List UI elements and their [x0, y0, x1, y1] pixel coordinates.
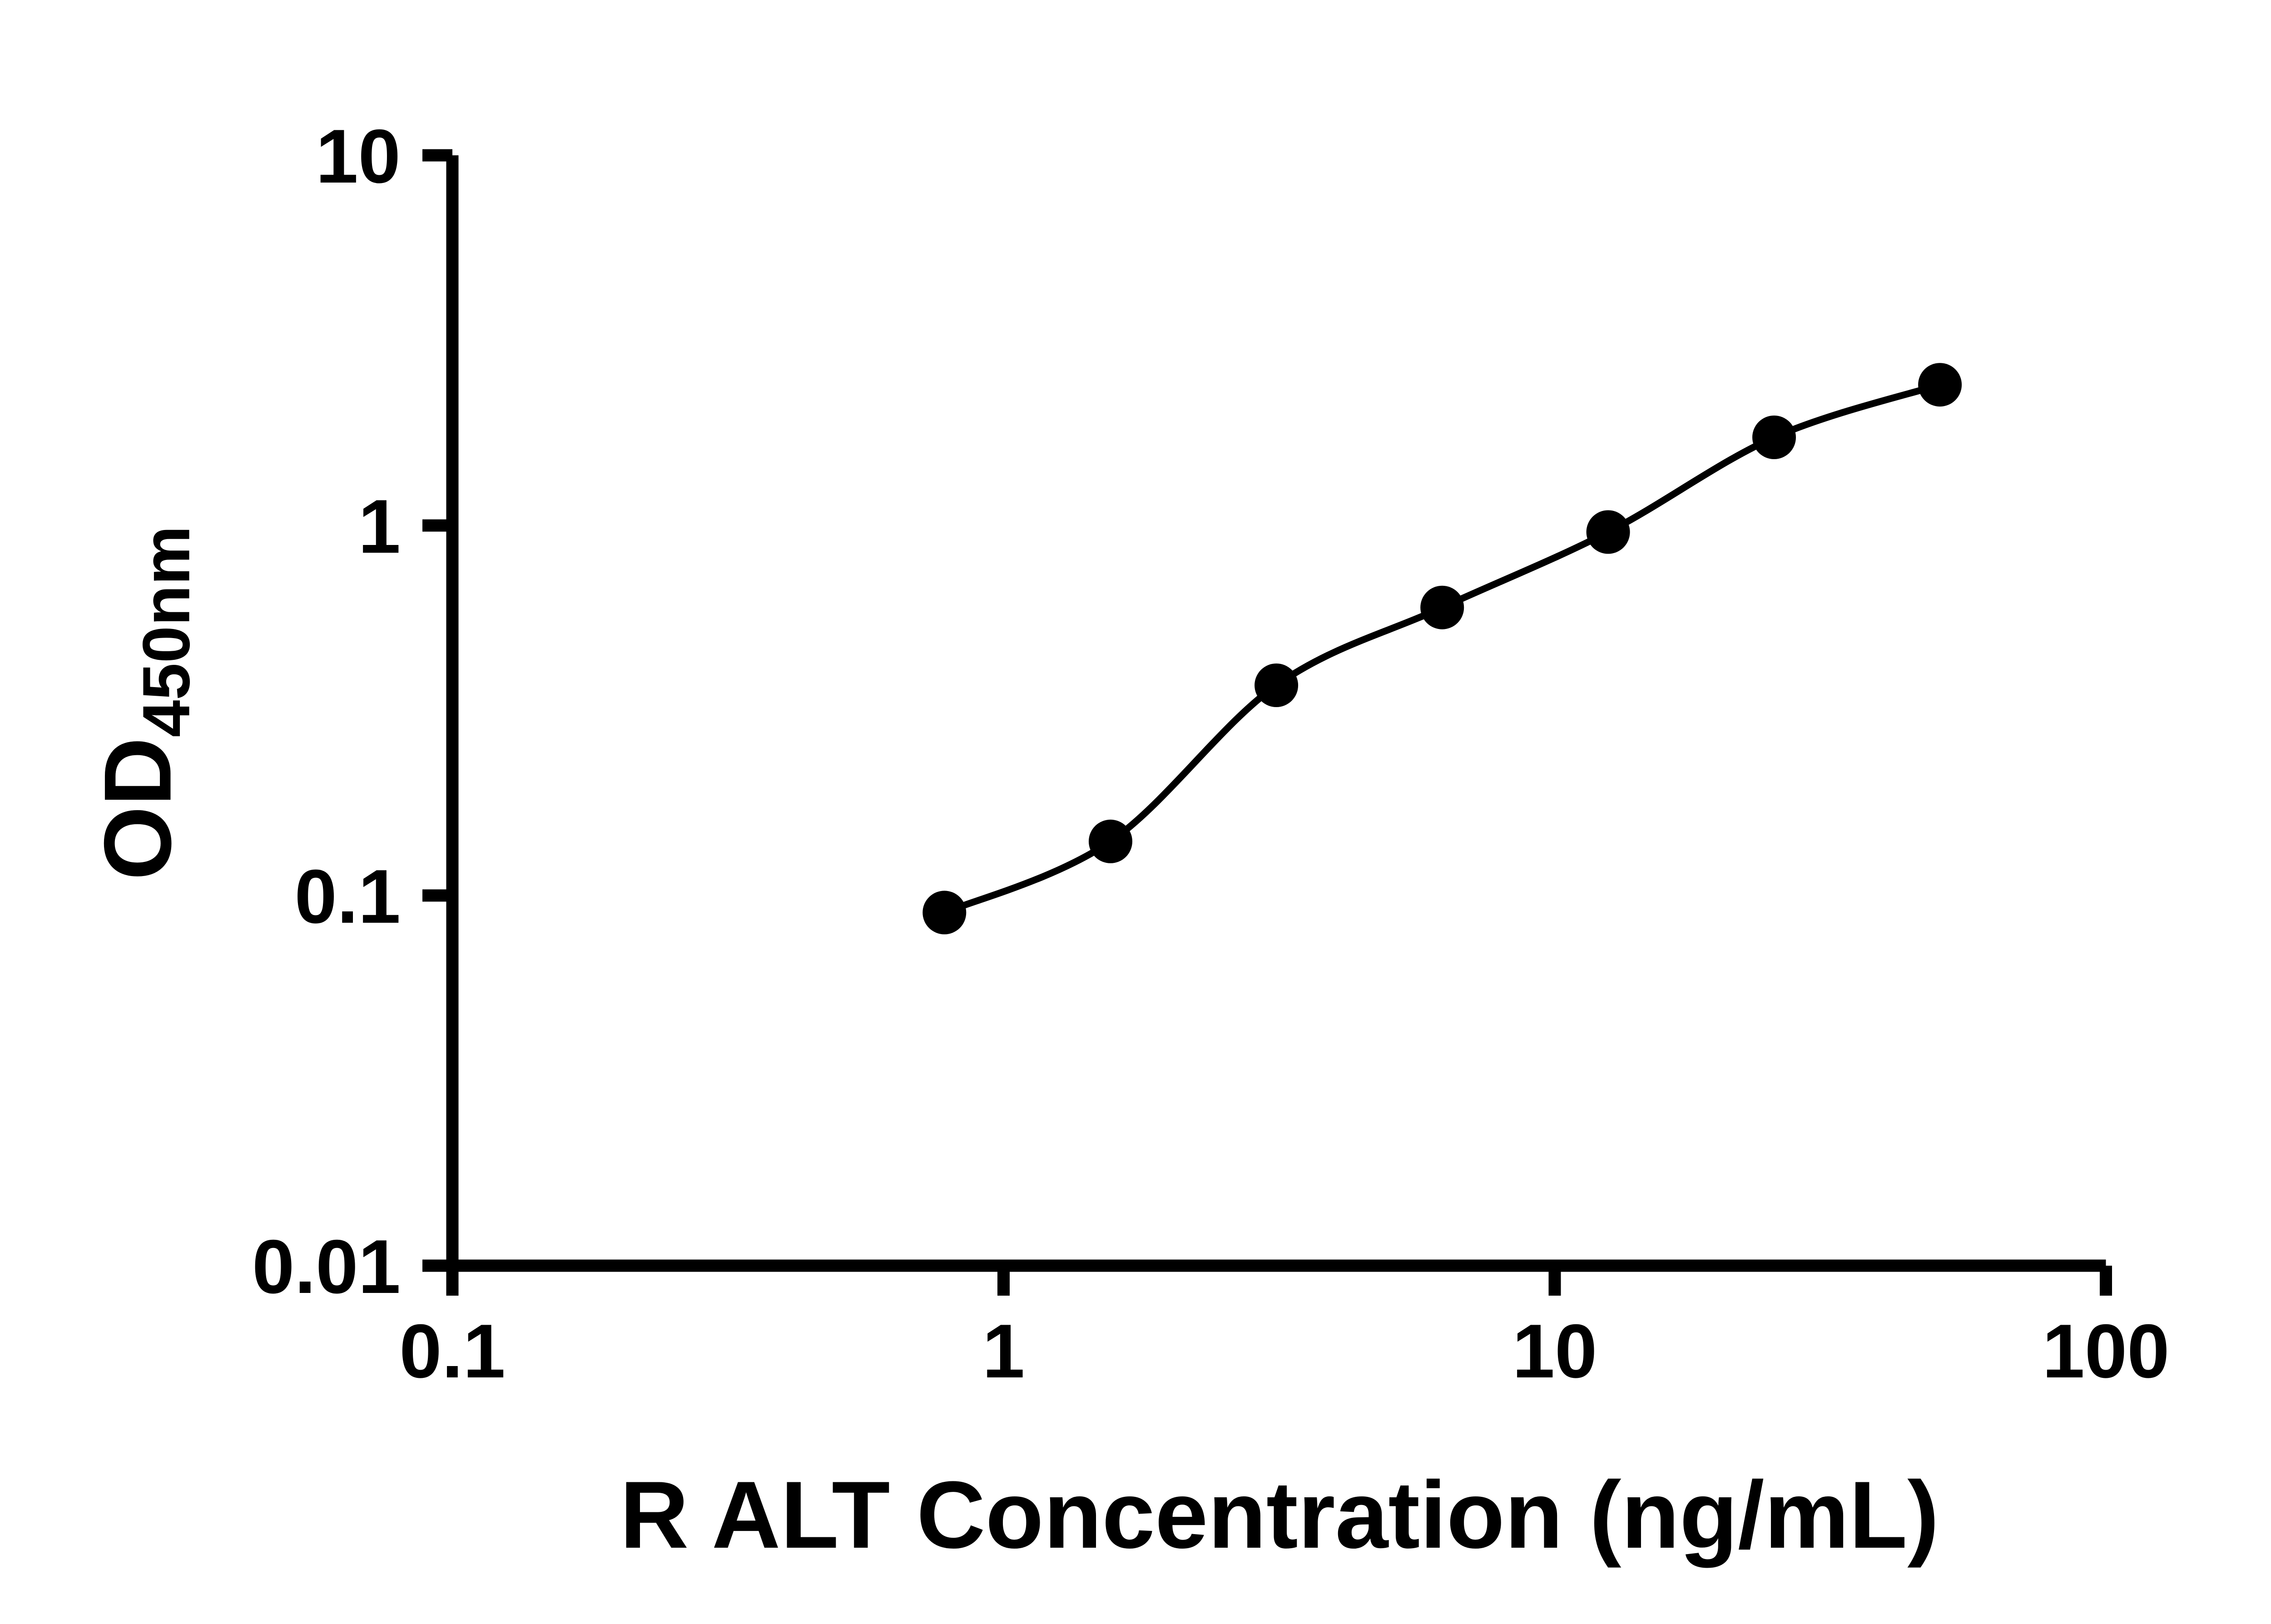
y-tick-label: 0.1: [294, 854, 401, 939]
data-point: [1586, 510, 1630, 554]
data-point: [1089, 819, 1132, 863]
axes: [446, 155, 2106, 1272]
y-tick-label: 1: [358, 484, 401, 569]
x-tick-label: 1: [982, 1308, 1025, 1394]
y-tick-label: 0.01: [252, 1224, 401, 1309]
data-point: [1420, 585, 1464, 629]
y-axis-title-main: OD: [84, 737, 191, 881]
x-axis-title: R ALT Concentration (ng/mL): [620, 1462, 1939, 1568]
data-point: [1752, 416, 1796, 459]
y-axis-title: OD450nm: [83, 526, 205, 881]
data-point: [1918, 363, 1962, 407]
x-tick-label: 0.1: [399, 1308, 506, 1394]
data-point: [1255, 663, 1299, 707]
x-tick-label: 10: [1512, 1308, 1597, 1394]
data-point: [922, 891, 967, 935]
y-tick-label: 10: [316, 114, 401, 199]
x-tick-label: 100: [2042, 1308, 2169, 1394]
y-axis-title-subscript: 450nm: [130, 525, 204, 738]
